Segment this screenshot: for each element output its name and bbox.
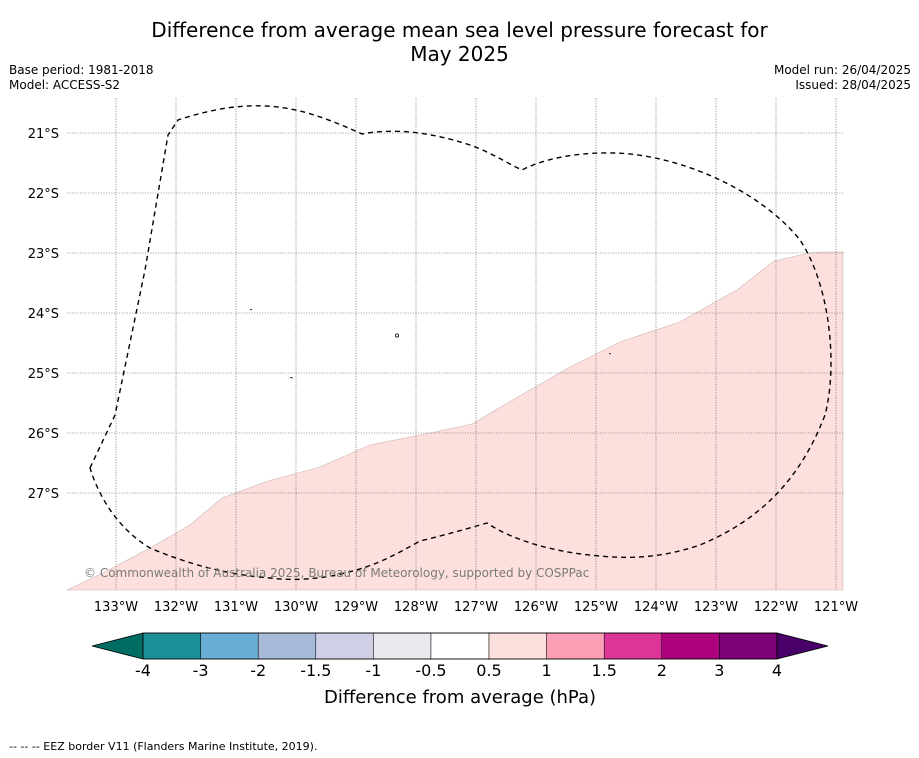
colorbar-tick: -2 — [250, 661, 266, 680]
lon-label: 129°W — [334, 600, 378, 615]
lon-label: 128°W — [394, 600, 438, 615]
colorbar-tick: 1.5 — [591, 661, 616, 680]
colorbar-tick: -1 — [365, 661, 381, 680]
colorbar-tick-labels: -4 -3 -2 -1.5 -1 -0.5 0.5 1 1.5 2 3 4 — [135, 661, 782, 680]
latitude-labels: 21°S 22°S 23°S 24°S 25°S 26°S 27°S — [28, 127, 59, 502]
colorbar-segment — [719, 632, 778, 660]
lon-label: 127°W — [454, 600, 498, 615]
base-period-text: Base period: 1981-2018 — [9, 63, 154, 77]
colorbar-label: Difference from average (hPa) — [324, 687, 596, 708]
title-line-2: May 2025 — [410, 42, 509, 66]
colorbar-outline — [142, 632, 778, 660]
lon-label: 121°W — [814, 600, 858, 615]
lon-label: 123°W — [694, 600, 738, 615]
colorbar-over-triangle — [776, 632, 829, 660]
chart-title: Difference from average mean sea level p… — [0, 18, 919, 66]
eez-border — [89, 105, 832, 581]
colorbar-tick: -1.5 — [300, 661, 331, 680]
colorbar-tick: 3 — [714, 661, 724, 680]
colorbar-tick: 1 — [542, 661, 552, 680]
colorbar-segment — [488, 632, 547, 660]
lat-label: 23°S — [28, 247, 59, 262]
title-line-1: Difference from average mean sea level p… — [151, 18, 768, 42]
copyright-notice: © Commonwealth of Australia 2025, Bureau… — [84, 566, 589, 580]
lon-label: 126°W — [514, 600, 558, 615]
island-markers — [249, 308, 612, 379]
meta-left: Base period: 1981-2018 Model: ACCESS-S2 — [9, 63, 154, 93]
colorbar-segment — [257, 632, 317, 660]
colorbar-tick: -0.5 — [415, 661, 446, 680]
colorbar — [91, 632, 829, 660]
meta-right: Model run: 26/04/2025 Issued: 28/04/2025 — [774, 63, 911, 93]
colorbar-segment — [200, 632, 259, 660]
lat-label: 27°S — [28, 487, 59, 502]
lon-label: 122°W — [754, 600, 798, 615]
lon-label: 131°W — [214, 600, 258, 615]
colorbar-segment — [546, 632, 605, 660]
lon-label: 130°W — [274, 600, 318, 615]
lon-label: 133°W — [94, 600, 138, 615]
lat-label: 25°S — [28, 367, 59, 382]
colorbar-tick: -4 — [135, 661, 151, 680]
longitude-labels: 133°W 132°W 131°W 130°W 129°W 128°W 127°… — [94, 600, 858, 615]
colorbar-segment — [373, 632, 432, 660]
colorbar-tick: 0.5 — [476, 661, 501, 680]
anomaly-shaded-region — [66, 251, 844, 591]
colorbar-segment — [661, 632, 720, 660]
lon-label: 132°W — [154, 600, 198, 615]
colorbar-segment — [142, 632, 201, 660]
lon-label: 125°W — [574, 600, 618, 615]
model-text: Model: ACCESS-S2 — [9, 78, 121, 92]
lon-label: 124°W — [634, 600, 678, 615]
eez-legend-note: -- -- -- EEZ border V11 (Flanders Marine… — [9, 740, 318, 753]
lat-label: 21°S — [28, 127, 59, 142]
colorbar-under-triangle — [91, 632, 144, 660]
lat-label: 26°S — [28, 427, 59, 442]
colorbar-tick: 4 — [772, 661, 782, 680]
colorbar-tick: -3 — [193, 661, 209, 680]
colorbar-segment — [430, 632, 490, 660]
colorbar-segment — [603, 632, 663, 660]
graticule — [67, 98, 843, 590]
issued-text: Issued: 28/04/2025 — [795, 78, 911, 92]
colorbar-tick: 2 — [657, 661, 667, 680]
model-run-text: Model run: 26/04/2025 — [773, 63, 911, 77]
lat-label: 24°S — [28, 307, 59, 322]
colorbar-segment — [315, 632, 374, 660]
lat-label: 22°S — [28, 187, 59, 202]
